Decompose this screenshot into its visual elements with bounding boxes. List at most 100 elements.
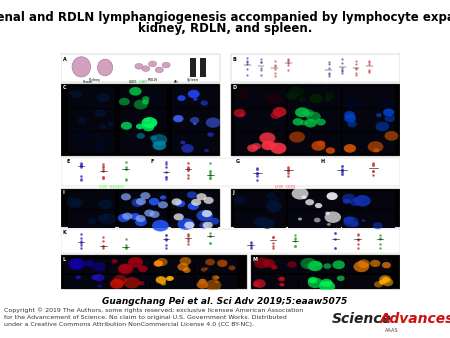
Point bbox=[100, 164, 107, 169]
Circle shape bbox=[110, 279, 124, 289]
Circle shape bbox=[305, 199, 314, 206]
Point bbox=[339, 67, 346, 73]
Circle shape bbox=[324, 212, 341, 223]
Point bbox=[100, 174, 107, 179]
Circle shape bbox=[346, 99, 361, 110]
Circle shape bbox=[324, 263, 331, 269]
Circle shape bbox=[380, 97, 396, 108]
Bar bbox=[171, 109, 219, 130]
Point bbox=[254, 170, 261, 175]
Circle shape bbox=[327, 192, 338, 200]
Point bbox=[100, 174, 107, 179]
Circle shape bbox=[347, 101, 357, 108]
Circle shape bbox=[148, 61, 157, 67]
Circle shape bbox=[141, 117, 158, 128]
Point bbox=[100, 162, 107, 167]
Point bbox=[207, 168, 214, 173]
Point bbox=[207, 160, 214, 165]
Circle shape bbox=[154, 260, 162, 266]
Circle shape bbox=[205, 267, 209, 270]
Point bbox=[207, 175, 214, 181]
Bar bbox=[342, 109, 395, 130]
Circle shape bbox=[99, 124, 107, 129]
Circle shape bbox=[270, 143, 287, 154]
Bar bbox=[120, 132, 167, 153]
Circle shape bbox=[384, 115, 395, 122]
Bar bbox=[61, 54, 220, 82]
Circle shape bbox=[144, 210, 154, 217]
Bar bbox=[120, 109, 167, 130]
Point bbox=[77, 160, 85, 166]
Circle shape bbox=[196, 193, 207, 200]
Point bbox=[352, 70, 360, 75]
Point bbox=[285, 167, 292, 172]
Point bbox=[257, 67, 265, 73]
Point bbox=[77, 177, 85, 182]
Circle shape bbox=[295, 107, 309, 117]
Point bbox=[122, 164, 129, 170]
Circle shape bbox=[202, 222, 213, 229]
Bar bbox=[120, 87, 167, 108]
Text: I: I bbox=[63, 190, 64, 195]
Circle shape bbox=[72, 142, 79, 147]
Circle shape bbox=[69, 198, 83, 208]
Circle shape bbox=[197, 281, 208, 289]
Circle shape bbox=[160, 195, 166, 200]
Point bbox=[184, 166, 192, 171]
Point bbox=[332, 230, 339, 236]
Bar bbox=[194, 275, 237, 289]
Point bbox=[244, 66, 251, 71]
Circle shape bbox=[92, 262, 106, 271]
Circle shape bbox=[237, 90, 249, 99]
Point bbox=[122, 177, 129, 183]
Text: F: F bbox=[151, 159, 154, 164]
Point bbox=[269, 235, 276, 240]
Circle shape bbox=[180, 257, 191, 265]
Text: C: C bbox=[63, 85, 66, 90]
Point bbox=[352, 58, 360, 64]
Circle shape bbox=[327, 223, 331, 226]
Bar bbox=[68, 87, 115, 108]
Circle shape bbox=[162, 62, 170, 68]
Point bbox=[77, 163, 85, 168]
Circle shape bbox=[289, 86, 304, 96]
Text: A: A bbox=[63, 57, 67, 62]
Circle shape bbox=[342, 194, 356, 203]
Circle shape bbox=[333, 260, 345, 269]
Circle shape bbox=[321, 279, 332, 287]
Point bbox=[122, 166, 129, 171]
Point bbox=[184, 167, 192, 172]
Point bbox=[339, 65, 346, 71]
Circle shape bbox=[187, 191, 197, 198]
Point bbox=[369, 172, 377, 177]
Point bbox=[271, 58, 278, 64]
Circle shape bbox=[91, 275, 99, 280]
Circle shape bbox=[68, 258, 85, 270]
Point bbox=[376, 233, 383, 238]
Circle shape bbox=[128, 257, 143, 268]
Point bbox=[292, 243, 299, 249]
Point bbox=[285, 167, 292, 172]
Point bbox=[254, 166, 261, 172]
Point bbox=[184, 242, 192, 247]
Circle shape bbox=[261, 141, 274, 150]
Point bbox=[269, 245, 276, 251]
Circle shape bbox=[267, 192, 275, 198]
Circle shape bbox=[254, 257, 270, 268]
Circle shape bbox=[122, 213, 132, 220]
Circle shape bbox=[215, 281, 219, 283]
Bar bbox=[342, 191, 395, 209]
Circle shape bbox=[292, 188, 309, 199]
Circle shape bbox=[142, 99, 149, 104]
Circle shape bbox=[173, 115, 184, 122]
Circle shape bbox=[203, 197, 214, 204]
Ellipse shape bbox=[72, 57, 90, 77]
Circle shape bbox=[229, 265, 235, 270]
Circle shape bbox=[343, 217, 354, 224]
Point bbox=[292, 232, 299, 237]
Circle shape bbox=[344, 144, 356, 153]
Circle shape bbox=[143, 123, 154, 131]
Bar bbox=[251, 256, 400, 289]
Point bbox=[376, 237, 383, 242]
Circle shape bbox=[279, 276, 284, 280]
